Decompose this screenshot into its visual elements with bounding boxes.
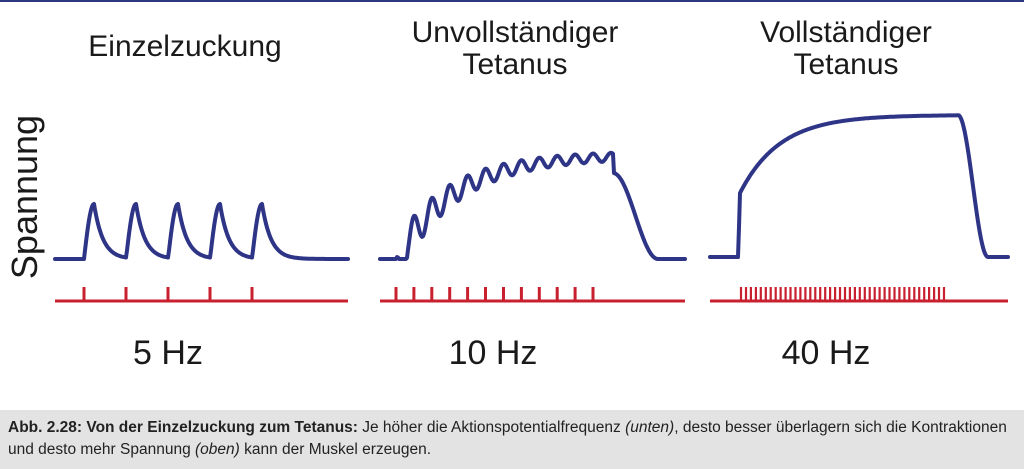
panel-1-stimulus-train (55, 287, 348, 303)
figure-caption: Abb. 2.28: Von der Einzelzuckung zum Tet… (0, 410, 1024, 469)
caption-italic-1: (unten) (625, 419, 675, 436)
caption-italic-2: (oben) (195, 441, 240, 458)
caption-text-1: Je höher die Aktionspotentialfrequenz (357, 419, 626, 436)
panel-1-frequency-label: 5 Hz (133, 334, 203, 372)
panel-1-title: Einzelzuckung (88, 30, 281, 63)
caption-text-3: kann der Muskel erzeugen. (239, 441, 432, 458)
y-axis-label: Spannung (4, 115, 45, 279)
panel-3-stimulus-train (710, 287, 1008, 303)
panel-2-stimulus-train (380, 287, 685, 303)
panel-2-title-line-1: Unvollständiger (412, 16, 619, 49)
panel-2-frequency-label: 10 Hz (449, 334, 538, 372)
panel-3-tension-curve (708, 113, 1010, 259)
panel-2-stimulus-ticks (394, 287, 595, 301)
panel-3-title-line-1: Vollständiger (760, 16, 932, 49)
panel-2-title-line-2: Tetanus (462, 48, 567, 81)
caption-text-2: , desto besser überlagern sich die Kontr… (8, 419, 1007, 458)
panel-3-title-line-2: Tetanus (793, 48, 898, 81)
caption-label: Abb. 2.28: Von der Einzelzuckung zum Tet… (8, 419, 358, 436)
panel-2-tension-curve (378, 150, 687, 261)
panel-3-stimulus-ticks (739, 287, 946, 301)
panel-1-stimulus-ticks (82, 287, 254, 301)
panel-1-tension-curve (53, 202, 350, 261)
figure-diagram: Spannung Einzelzuckung 5 Hz Unvollständi… (4, 16, 1010, 372)
panel-3-frequency-label: 40 Hz (782, 334, 871, 372)
